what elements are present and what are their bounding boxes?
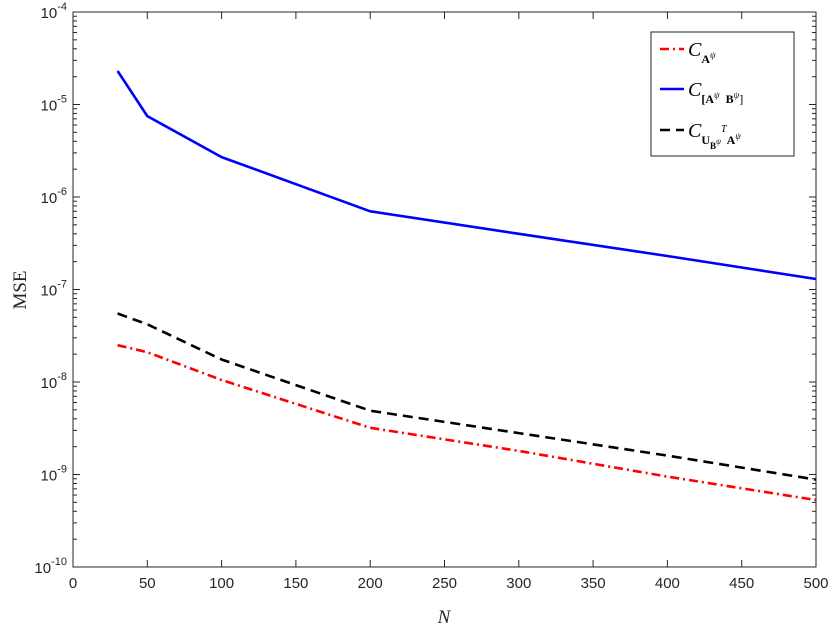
y-tick-label: 10-9 — [41, 464, 67, 485]
x-tick-label: 50 — [139, 575, 156, 592]
legend-label-3: CUBψTAψ — [688, 120, 741, 151]
y-tick-label: 10-6 — [41, 186, 67, 207]
x-axis-title: N — [437, 607, 452, 628]
y-tick-label: 10-8 — [41, 371, 67, 392]
x-tick-label: 400 — [655, 575, 680, 592]
x-tick-label: 350 — [581, 575, 606, 592]
plot-frame — [72, 11, 817, 568]
x-tick-label: 300 — [506, 575, 531, 592]
x-tick-label: 0 — [69, 575, 77, 592]
y-tick-label: 10-4 — [41, 1, 67, 22]
y-tick-label: 10-7 — [41, 279, 67, 300]
legend-box — [650, 31, 795, 157]
legend-label-2: C[Aψ Bψ] — [688, 79, 743, 106]
legend: CAψ C[Aψ Bψ] CUBψTAψ — [650, 31, 795, 157]
y-axis-title: MSE — [10, 270, 31, 309]
x-tick-label: 450 — [729, 575, 754, 592]
x-tick-label: 250 — [432, 575, 457, 592]
tick-layer: 0 50 100 150 200 250 300 350 400 450 500 10-10 10-9 1… — [34, 1, 828, 592]
x-tick-label: 150 — [283, 575, 308, 592]
y-tick-label: 10-5 — [41, 94, 67, 115]
series-line-2 — [116, 70, 817, 281]
y-tick-label: 10-10 — [34, 556, 67, 577]
x-tick-label: 500 — [803, 575, 828, 592]
legend-label-1: CAψ — [688, 39, 716, 66]
x-tick-label: 200 — [358, 575, 383, 592]
series-layer — [116, 70, 817, 502]
x-tick-label: 100 — [209, 575, 234, 592]
